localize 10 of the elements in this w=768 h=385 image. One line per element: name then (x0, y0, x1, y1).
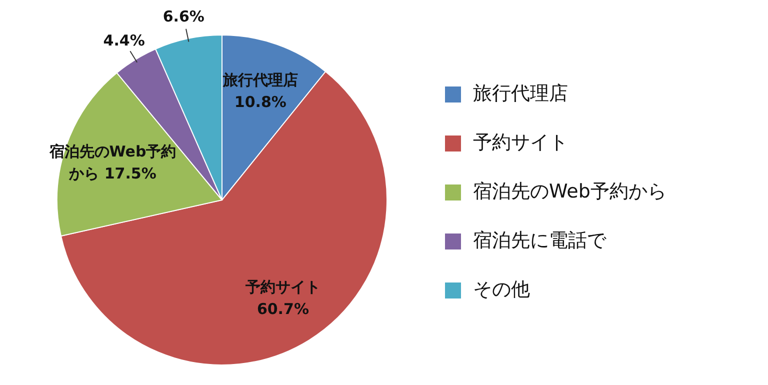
legend-label: 宿泊先のWeb予約から (473, 180, 666, 203)
legend-label: 旅行代理店 (473, 82, 568, 105)
data-label: 6.6% (162, 8, 204, 26)
legend-label: その他 (473, 278, 530, 301)
legend-label: 予約サイト (473, 132, 568, 154)
data-label: 4.4% (103, 31, 145, 50)
legend-label: 宿泊先に電話で (473, 230, 607, 252)
data-label: 予約サイト 60.7% (244, 278, 320, 318)
data-label: 宿泊先のWeb予約から 17.5% (48, 142, 176, 183)
data-label: 旅行代理店 10.8% (222, 71, 298, 112)
